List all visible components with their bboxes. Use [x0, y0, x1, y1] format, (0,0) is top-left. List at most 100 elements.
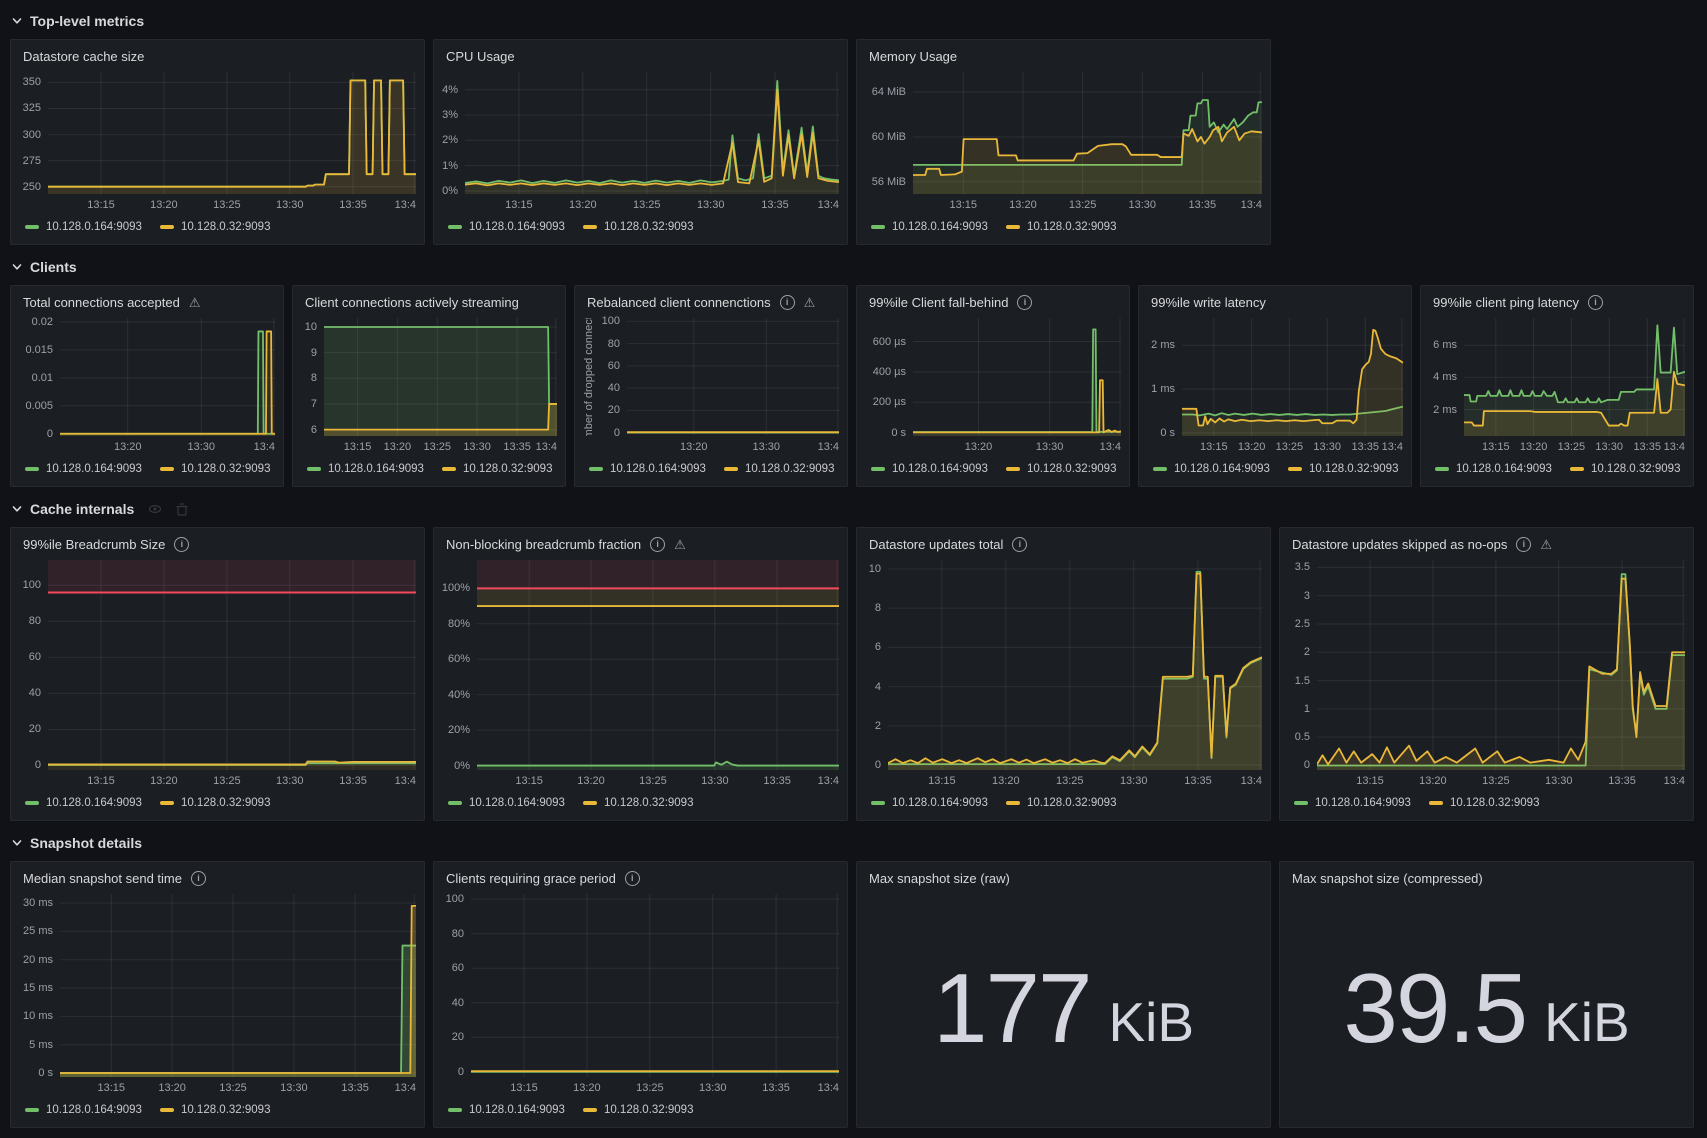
panel-header[interactable]: 99%ile Breadcrumb Size i: [11, 528, 424, 554]
warning-icon[interactable]: ⚠: [674, 536, 686, 552]
legend-item[interactable]: 10.128.0.164:9093: [871, 463, 988, 475]
chart-canvas[interactable]: [60, 318, 275, 436]
legend-label: 10.128.0.164:9093: [1174, 462, 1270, 475]
info-icon[interactable]: i: [1012, 536, 1028, 552]
panel-header[interactable]: Max snapshot size (compressed): [1280, 862, 1693, 888]
y-tick-label: 0.015: [25, 343, 53, 356]
legend-item[interactable]: 10.128.0.32:9093: [1569, 463, 1680, 475]
chart-canvas[interactable]: [48, 560, 416, 770]
panel-header[interactable]: Median snapshot send time i: [11, 862, 424, 888]
info-icon[interactable]: i: [174, 536, 190, 552]
legend-label: 10.128.0.164:9093: [469, 220, 565, 233]
legend-item[interactable]: 10.128.0.32:9093: [1005, 463, 1116, 475]
legend-item[interactable]: 10.128.0.32:9093: [582, 797, 693, 809]
chart-canvas[interactable]: [471, 894, 839, 1077]
legend-item[interactable]: 10.128.0.164:9093: [1153, 463, 1270, 475]
legend-item[interactable]: 10.128.0.164:9093: [448, 1104, 565, 1116]
panel-header[interactable]: CPU Usage: [434, 40, 847, 66]
legend-item[interactable]: 10.128.0.32:9093: [159, 463, 270, 475]
panel-clients-requiring-grace-period: Clients requiring grace period i 0 20 40 60 80…: [433, 861, 848, 1128]
legend-item[interactable]: 10.128.0.32:9093: [1005, 797, 1116, 809]
panel-header[interactable]: Total connections accepted ⚠: [11, 286, 283, 312]
legend-item[interactable]: 10.128.0.164:9093: [307, 463, 424, 475]
legend-item[interactable]: 10.128.0.32:9093: [1428, 797, 1539, 809]
warning-icon[interactable]: ⚠: [803, 294, 816, 310]
plot-body: 0 0.005 0.01 0.015 0.02 13:20 13:30 13:4: [11, 312, 283, 458]
warning-icon[interactable]: ⚠: [1540, 536, 1553, 552]
chart-canvas[interactable]: [477, 560, 839, 770]
legend-item[interactable]: 10.128.0.164:9093: [25, 797, 142, 809]
y-tick-label: 0: [874, 759, 881, 772]
section-header-cache-internals[interactable]: Cache internals: [12, 499, 1692, 519]
legend-item[interactable]: 10.128.0.164:9093: [25, 463, 142, 475]
info-icon[interactable]: i: [190, 870, 206, 886]
chart-canvas[interactable]: [1182, 318, 1403, 436]
legend-item[interactable]: 10.128.0.164:9093: [589, 463, 706, 475]
x-axis: 13:20 13:30 13:4: [60, 436, 275, 458]
legend-item[interactable]: 10.128.0.32:9093: [582, 1104, 693, 1116]
panel-header[interactable]: Datastore updates skipped as no-ops i ⚠: [1280, 528, 1693, 554]
legend-item[interactable]: 10.128.0.164:9093: [25, 1104, 142, 1116]
panel-header[interactable]: 99%ile client ping latency i: [1421, 286, 1693, 312]
legend-item[interactable]: 10.128.0.164:9093: [871, 797, 988, 809]
legend-item[interactable]: 10.128.0.32:9093: [1287, 463, 1398, 475]
section-header-top-level-metrics[interactable]: Top-level metrics: [12, 11, 1692, 31]
info-icon[interactable]: i: [1017, 294, 1033, 310]
plot-body: 56 MiB 60 MiB 64 MiB 13:15 13:20 13:25 13:30 13…: [857, 66, 1270, 216]
panel-title: Non-blocking breadcrumb fraction: [446, 536, 642, 552]
eye-icon[interactable]: [148, 502, 162, 516]
panel-header[interactable]: Client connections actively streaming: [293, 286, 565, 312]
legend-item[interactable]: 10.128.0.164:9093: [1435, 463, 1552, 475]
info-icon[interactable]: i: [1516, 536, 1532, 552]
info-icon[interactable]: i: [1587, 294, 1603, 310]
legend-item[interactable]: 10.128.0.32:9093: [441, 462, 553, 475]
chart-canvas[interactable]: [465, 72, 839, 194]
warning-icon[interactable]: ⚠: [188, 294, 201, 310]
section-header-clients[interactable]: Clients: [12, 257, 1692, 277]
trash-icon[interactable]: [176, 502, 188, 516]
panel-header[interactable]: Memory Usage: [857, 40, 1270, 66]
legend-item[interactable]: 10.128.0.32:9093: [1005, 221, 1116, 233]
legend-item[interactable]: 10.128.0.32:9093: [723, 463, 834, 475]
chart-canvas[interactable]: [913, 318, 1121, 436]
panel-header[interactable]: 99%ile Client fall-behind i: [857, 286, 1129, 312]
legend-item[interactable]: 10.128.0.164:9093: [871, 221, 988, 233]
legend-item[interactable]: 10.128.0.164:9093: [448, 797, 565, 809]
y-axis: 0 s 200 µs 400 µs 600 µs: [863, 318, 913, 439]
chart-canvas[interactable]: [888, 560, 1262, 770]
panel-header[interactable]: Non-blocking breadcrumb fraction i ⚠: [434, 528, 847, 554]
plot-body: 0 0.5 1 1.5 2 2.5 3 3.5 13:15 13:20 13:25 13:30 13:3…: [1280, 554, 1693, 792]
info-icon[interactable]: i: [650, 536, 666, 552]
legend-item[interactable]: 10.128.0.32:9093: [159, 797, 270, 809]
chart-canvas[interactable]: [1317, 560, 1685, 770]
info-icon[interactable]: i: [779, 294, 795, 310]
y-tick-label: 325: [22, 102, 41, 115]
panel-header[interactable]: 99%ile write latency: [1139, 286, 1411, 312]
section-header-snapshot-details[interactable]: Snapshot details: [12, 833, 1692, 853]
panel-title: 99%ile Breadcrumb Size: [23, 536, 166, 552]
legend-label: 10.128.0.32:9093: [462, 462, 553, 475]
chart-canvas[interactable]: [913, 72, 1262, 194]
panel-header[interactable]: Max snapshot size (raw): [857, 862, 1270, 888]
chart-canvas[interactable]: [627, 318, 839, 436]
legend-item[interactable]: 10.128.0.32:9093: [159, 221, 270, 233]
legend-item[interactable]: 10.128.0.164:9093: [25, 221, 142, 233]
chart-canvas[interactable]: [1464, 318, 1685, 436]
plot-body: 2 ms 4 ms 6 ms 13:15 13:20 13:25 13:30 13:35 13:…: [1421, 312, 1693, 458]
panel-header[interactable]: Rebalanced client connenctions i ⚠: [575, 286, 847, 312]
legend-item[interactable]: 10.128.0.32:9093: [582, 221, 693, 233]
info-icon[interactable]: i: [624, 870, 640, 886]
y-axis: 0% 1% 2% 3% 4%: [440, 72, 465, 197]
chart-canvas[interactable]: [60, 894, 416, 1077]
chart-canvas[interactable]: [48, 72, 416, 194]
legend-item[interactable]: 10.128.0.164:9093: [448, 221, 565, 233]
legend-item[interactable]: 10.128.0.32:9093: [159, 1103, 271, 1116]
legend-label: 10.128.0.32:9093: [180, 1103, 271, 1116]
panel-header[interactable]: Datastore cache size: [11, 40, 424, 66]
panel-header[interactable]: Clients requiring grace period i: [434, 862, 847, 888]
legend-item[interactable]: 10.128.0.164:9093: [1294, 797, 1411, 809]
y-tick-label: 0.005: [25, 399, 53, 412]
chart-canvas[interactable]: [324, 318, 557, 436]
panel-header[interactable]: Datastore updates total i: [857, 528, 1270, 554]
